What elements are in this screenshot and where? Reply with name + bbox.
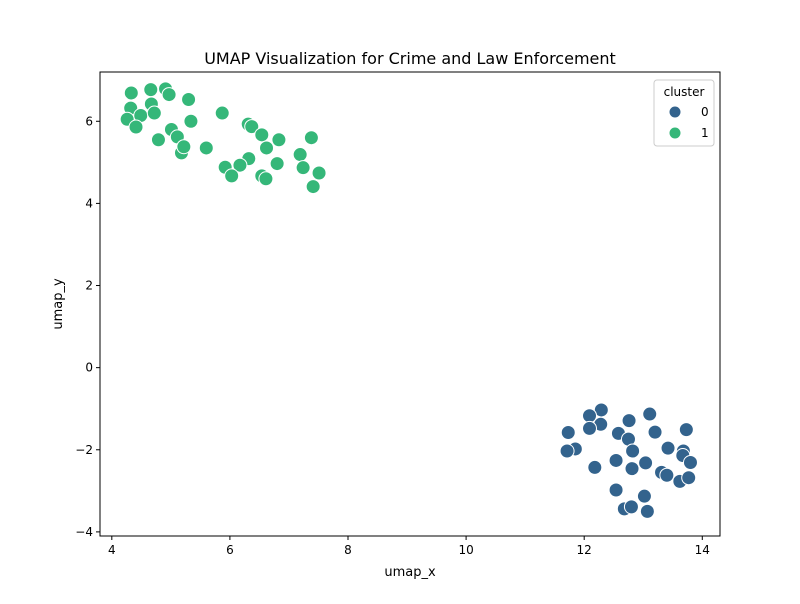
point-cluster-1-30	[295, 160, 311, 176]
point-cluster-0-18	[608, 452, 624, 468]
point-cluster-1-33	[258, 171, 274, 187]
y-tick-label-4: 4	[85, 196, 93, 210]
point-cluster-0-20	[587, 459, 603, 475]
point-cluster-1-22	[176, 139, 192, 155]
chart-title: UMAP Visualization for Crime and Law Enf…	[204, 49, 616, 68]
point-cluster-1-24	[259, 140, 275, 156]
y-axis: −4 −2 0 2 4 6	[75, 114, 100, 539]
point-cluster-0-21	[624, 461, 640, 477]
point-cluster-1-16	[150, 132, 166, 148]
point-cluster-0-14	[625, 443, 641, 459]
point-cluster-1-27	[232, 157, 248, 173]
x-tick-label-3: 10	[458, 543, 473, 557]
x-axis-label: umap_x	[384, 565, 436, 580]
point-cluster-1-20	[303, 130, 319, 146]
point-cluster-1-1	[143, 82, 159, 98]
point-cluster-0-11	[660, 440, 676, 456]
legend-label-1: 1	[701, 126, 709, 140]
point-cluster-1-11	[128, 119, 144, 135]
point-cluster-1-29	[269, 156, 285, 172]
point-cluster-1-0	[123, 85, 139, 101]
point-cluster-0-8	[647, 424, 663, 440]
legend-title: cluster	[664, 85, 705, 99]
legend-marker-0	[668, 105, 682, 119]
y-tick-label-2: 0	[85, 361, 93, 375]
point-cluster-1-31	[224, 168, 240, 184]
x-tick-label-5: 14	[695, 543, 710, 557]
y-tick-label-5: 6	[85, 114, 93, 128]
y-tick-label-0: −4	[75, 525, 93, 539]
point-cluster-0-30	[639, 503, 655, 519]
point-cluster-0-29	[623, 499, 639, 515]
y-axis-label: umap_y	[51, 278, 66, 330]
plot-points	[119, 81, 698, 519]
y-tick-label-1: −2	[75, 443, 93, 457]
plot-frame	[99, 71, 721, 537]
point-cluster-1-5	[181, 92, 197, 108]
point-cluster-1-23	[198, 140, 214, 156]
x-tick-label-2: 8	[344, 543, 352, 557]
point-cluster-1-35	[305, 179, 321, 195]
point-cluster-1-25	[292, 147, 308, 163]
point-cluster-0-13	[559, 443, 575, 459]
point-cluster-0-5	[582, 420, 598, 436]
point-cluster-1-3	[161, 87, 177, 103]
point-cluster-0-27	[636, 488, 652, 504]
point-cluster-1-19	[271, 132, 287, 148]
x-tick-label-4: 12	[577, 543, 592, 557]
point-cluster-0-6	[560, 425, 576, 441]
point-cluster-1-15	[244, 119, 260, 135]
point-cluster-1-10	[214, 105, 230, 121]
point-cluster-0-23	[659, 467, 675, 483]
x-tick-label-1: 6	[226, 543, 234, 557]
legend-marker-1	[668, 126, 682, 140]
point-cluster-1-12	[183, 113, 199, 129]
legend-box	[653, 79, 715, 147]
point-cluster-1-9	[146, 105, 162, 121]
legend-label-0: 0	[701, 105, 709, 119]
point-cluster-0-19	[638, 455, 654, 471]
y-tick-label-3: 2	[85, 279, 93, 293]
point-cluster-0-17	[682, 454, 698, 470]
point-cluster-0-26	[608, 482, 624, 498]
point-cluster-0-25	[681, 470, 697, 486]
x-tick-label-0: 4	[108, 543, 116, 557]
point-cluster-0-1	[642, 406, 658, 422]
point-cluster-0-4	[621, 413, 637, 429]
point-cluster-1-34	[311, 165, 327, 181]
point-cluster-1-18	[254, 127, 270, 143]
point-cluster-0-9	[678, 422, 694, 438]
legend: cluster 0 1	[653, 79, 715, 147]
x-axis: 4 6 8 10 12 14	[108, 536, 710, 557]
